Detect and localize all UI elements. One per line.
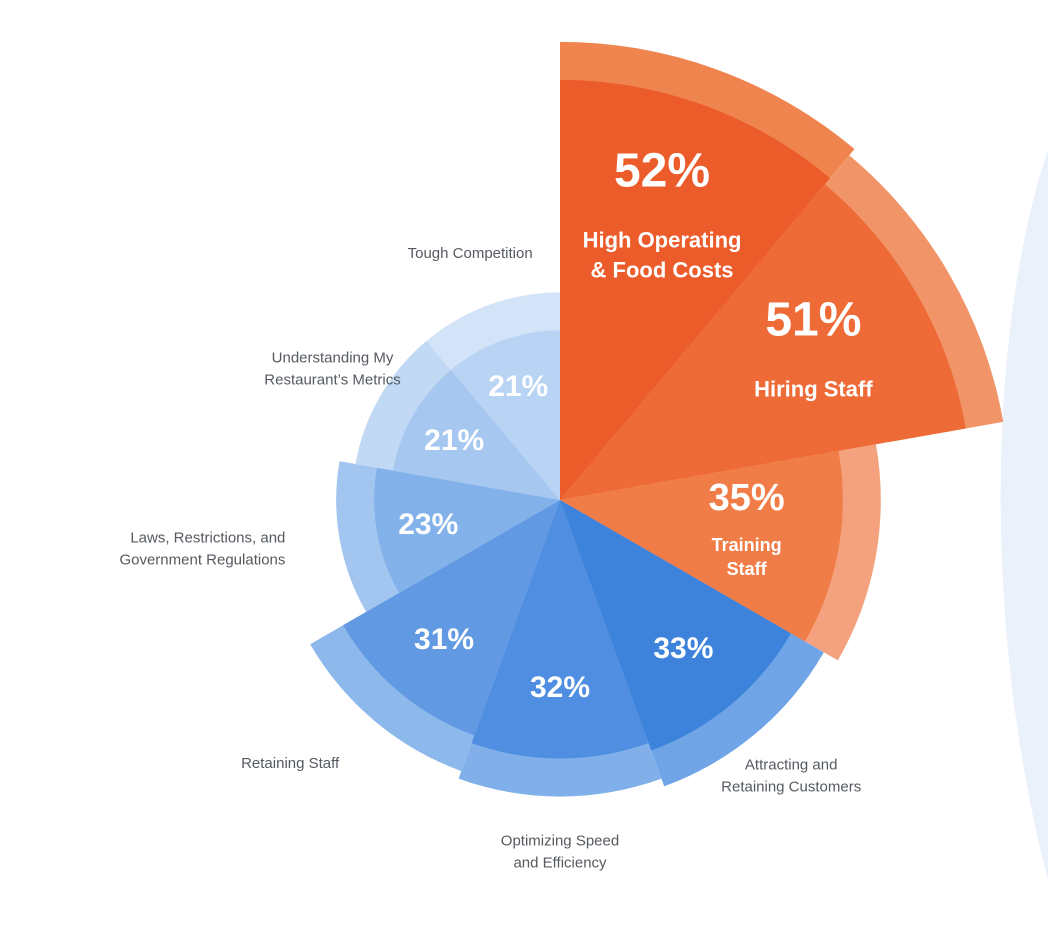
category-label-high-operating-food-costs-line-2: & Food Costs bbox=[591, 257, 734, 282]
slice-laws-restrictions-and-government-regulations bbox=[374, 467, 560, 593]
value-label-tough-competition: 21% bbox=[488, 370, 548, 403]
slice-high-operating-food-costs bbox=[560, 79, 831, 500]
category-label-training-staff-line-1: Training bbox=[712, 535, 782, 555]
value-label-hiring-staff: 51% bbox=[765, 294, 861, 347]
category-label-hiring-staff-line-1: Hiring Staff bbox=[754, 376, 873, 401]
slice-hiring-staff bbox=[560, 184, 966, 500]
value-label-attracting-and-retaining-customers: 33% bbox=[653, 632, 713, 665]
category-label-laws-restrictions-and-government-regulations-line-2: Government Regulations bbox=[119, 551, 285, 568]
value-label-optimizing-speed-and-efficiency: 32% bbox=[530, 671, 590, 704]
slice-layer bbox=[343, 79, 966, 759]
slice-training-staff bbox=[560, 450, 843, 642]
category-label-attracting-and-retaining-customers-line-1: Attracting and bbox=[745, 757, 838, 774]
category-label-understanding-my-restaurant-s-metrics-line-1: Understanding My bbox=[272, 350, 394, 367]
value-label-understanding-my-restaurant-s-metrics: 21% bbox=[424, 424, 484, 457]
slice-understanding-my-restaurant-s-metrics bbox=[392, 370, 560, 500]
slice-attracting-and-retaining-customers bbox=[560, 500, 791, 751]
category-label-tough-competition-line-1: Tough Competition bbox=[408, 245, 533, 262]
value-label-high-operating-food-costs: 52% bbox=[614, 144, 710, 197]
value-label-retaining-staff: 31% bbox=[414, 623, 474, 656]
category-label-retaining-staff-line-1: Retaining Staff bbox=[241, 755, 340, 772]
category-label-understanding-my-restaurant-s-metrics-line-2: Restaurant’s Metrics bbox=[264, 372, 400, 389]
category-label-optimizing-speed-and-efficiency-line-1: Optimizing Speed bbox=[501, 833, 619, 850]
light-blue-background-arc bbox=[1000, 150, 1048, 880]
value-label-training-staff: 35% bbox=[709, 477, 785, 519]
category-label-training-staff-line-2: Staff bbox=[727, 559, 768, 579]
slice-tough-competition bbox=[450, 330, 560, 500]
category-label-optimizing-speed-and-efficiency-line-2: and Efficiency bbox=[513, 855, 607, 872]
category-label-high-operating-food-costs-line-1: High Operating bbox=[583, 227, 742, 252]
value-label-laws-restrictions-and-government-regulations: 23% bbox=[398, 508, 458, 541]
category-label-laws-restrictions-and-government-regulations-line-1: Laws, Restrictions, and bbox=[130, 529, 285, 546]
label-layer: 52% High Operating & Food Costs 51% Hiring S… bbox=[119, 144, 873, 871]
slice-retaining-staff bbox=[343, 500, 560, 736]
slice-optimizing-speed-and-efficiency bbox=[471, 500, 649, 759]
category-label-attracting-and-retaining-customers-line-2: Retaining Customers bbox=[721, 779, 861, 796]
